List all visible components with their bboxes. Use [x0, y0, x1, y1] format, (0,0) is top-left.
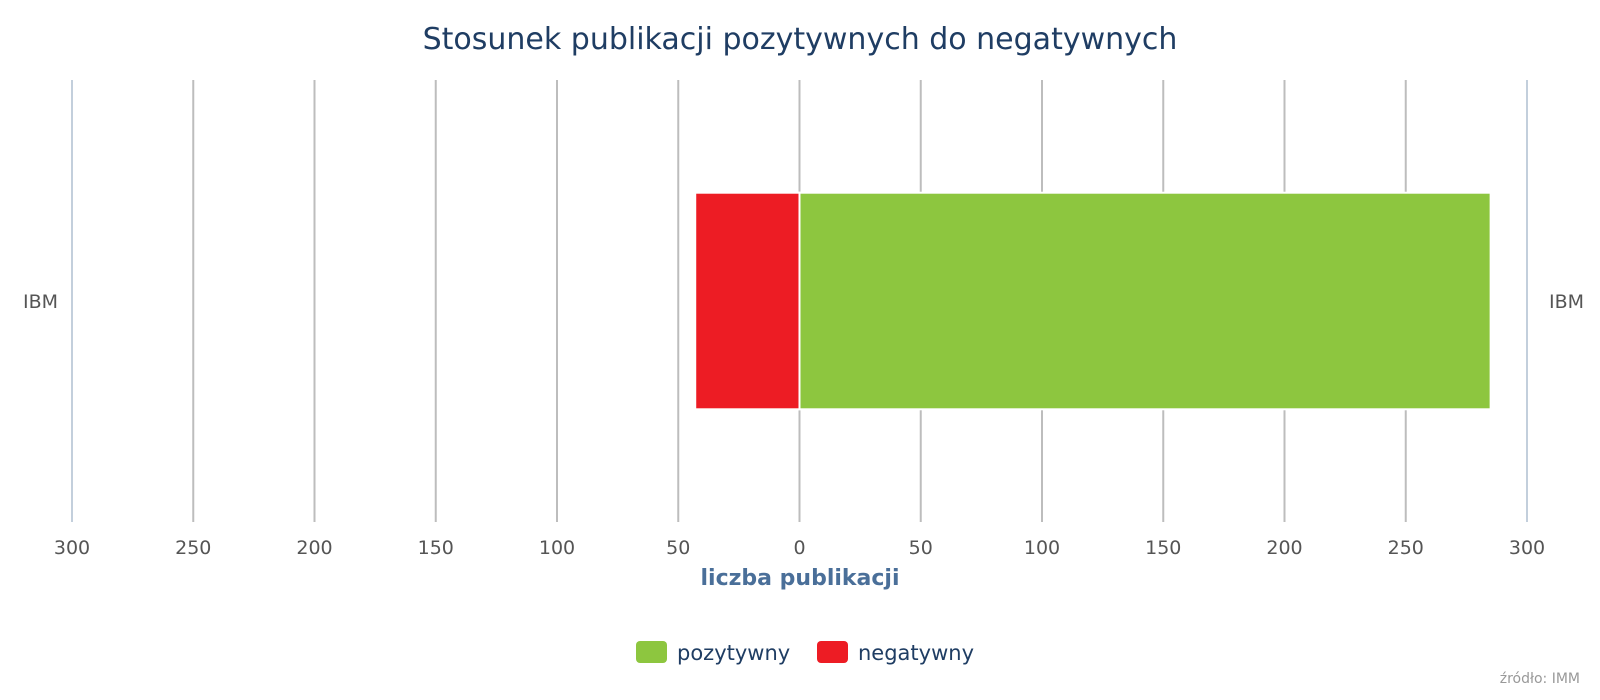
- x-tick-label: 100: [539, 537, 575, 559]
- credits-text: źródło: IMM: [1500, 671, 1580, 687]
- bars-group: [694, 191, 1492, 411]
- legend-swatch-negatywny[interactable]: [817, 641, 848, 663]
- x-tick-label: 150: [418, 537, 454, 559]
- x-tick-label: 250: [175, 537, 211, 559]
- legend-swatch-pozytywny[interactable]: [636, 641, 667, 663]
- x-tick-label: 100: [1024, 537, 1060, 559]
- bar-negatywny: [694, 191, 801, 411]
- category-label-left: IBM: [23, 291, 58, 313]
- legend: pozytywny negatywny: [636, 641, 974, 665]
- x-axis-ticks: 300 250 200 150 100 50 0 50 100 150 200 250 300: [54, 537, 1545, 559]
- x-tick-label: 0: [793, 537, 805, 559]
- x-tick-label: 200: [296, 537, 332, 559]
- x-tick-label: 150: [1145, 537, 1181, 559]
- category-labels: IBM IBM: [23, 291, 1584, 313]
- bar-pozytywny: [798, 191, 1492, 411]
- legend-label-pozytywny[interactable]: pozytywny: [677, 641, 790, 665]
- x-tick-label: 300: [54, 537, 90, 559]
- x-tick-label: 250: [1388, 537, 1424, 559]
- x-tick-label: 50: [909, 537, 933, 559]
- legend-label-negatywny[interactable]: negatywny: [858, 641, 974, 665]
- category-label-right: IBM: [1549, 291, 1584, 313]
- grid-lines: [71, 80, 1528, 522]
- x-axis-title: liczba publikacji: [700, 566, 899, 591]
- x-tick-label: 300: [1509, 537, 1545, 559]
- chart-title: Stosunek publikacji pozytywnych do negat…: [423, 22, 1178, 57]
- x-tick-label: 200: [1266, 537, 1302, 559]
- x-tick-label: 50: [666, 537, 690, 559]
